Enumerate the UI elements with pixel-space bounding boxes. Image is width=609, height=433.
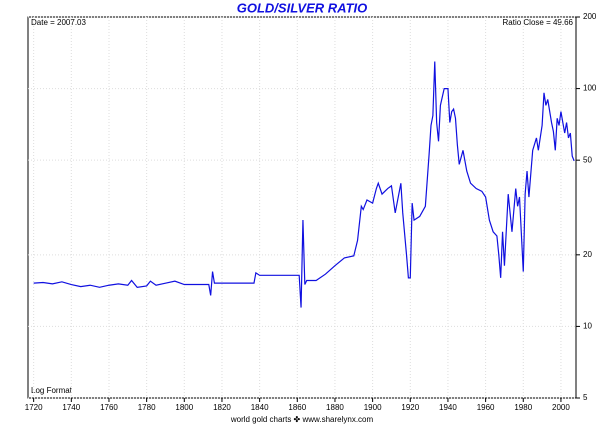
x-tick-label: 1960 — [477, 403, 495, 412]
footer: world gold charts ✤ www.sharelynx.com — [230, 415, 374, 424]
y-tick-label: 200 — [583, 12, 597, 21]
x-tick-label: 1900 — [364, 403, 382, 412]
x-tick-label: 1940 — [439, 403, 457, 412]
ratio-line — [33, 61, 575, 308]
x-tick-label: 1820 — [213, 403, 231, 412]
close-label: Ratio Close = 49.66 — [503, 18, 574, 27]
plot-frame — [27, 16, 577, 399]
y-tick-label: 10 — [583, 322, 592, 331]
chart-title: GOLD/SILVER RATIO — [237, 0, 368, 15]
x-tick-label: 1880 — [326, 403, 344, 412]
x-tick-label: 1860 — [288, 403, 306, 412]
y-tick-label: 50 — [583, 155, 592, 164]
date-label: Date = 2007.03 — [31, 18, 86, 27]
x-tick-label: 1920 — [401, 403, 419, 412]
x-tick-label: 2000 — [552, 403, 570, 412]
y-tick-label: 20 — [583, 250, 592, 259]
x-tick-label: 1720 — [25, 403, 43, 412]
x-tick-label: 1760 — [100, 403, 118, 412]
x-tick-label: 1840 — [251, 403, 269, 412]
x-tick-label: 1800 — [175, 403, 193, 412]
x-tick-label: 1740 — [62, 403, 80, 412]
x-tick-label: 1980 — [514, 403, 532, 412]
x-tick-label: 1780 — [138, 403, 156, 412]
y-tick-label: 5 — [583, 393, 588, 402]
y-tick-label: 100 — [583, 84, 597, 93]
scale-label: Log Format — [31, 386, 73, 395]
